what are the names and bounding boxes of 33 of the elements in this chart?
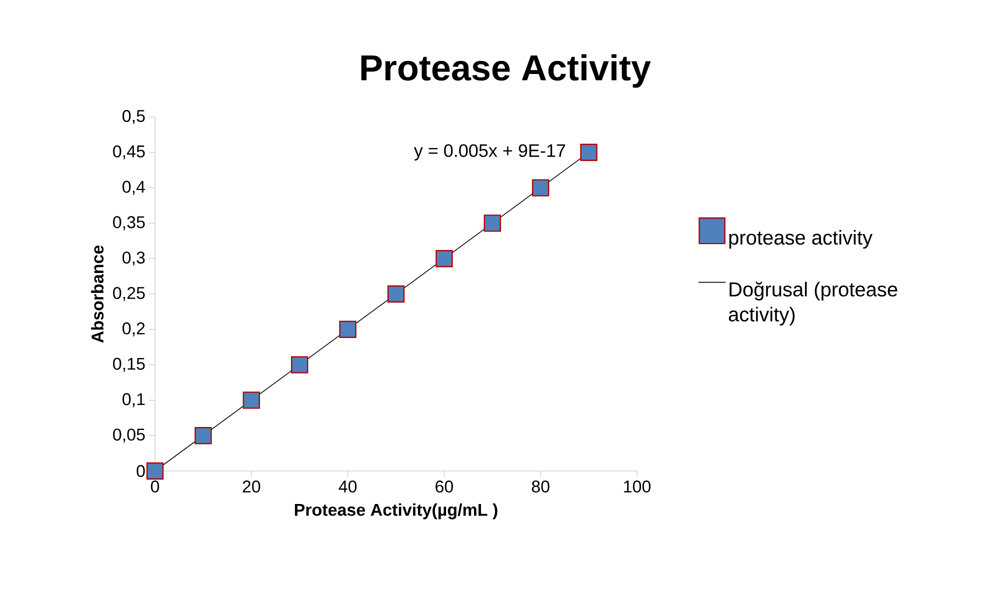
x-tick-label: 100 [624,480,651,493]
y-tick-label: 0,05 [113,428,145,443]
y-tick-label: 0,35 [113,216,145,230]
x-tick-label: 20 [242,480,260,493]
y-tick-label: 0,15 [113,358,145,372]
point [194,427,212,444]
y-axis-title: Absorbance [91,245,104,343]
chart-title: Protease Activity [361,54,651,88]
annotation: y = 0.005x + 9E-17 [414,144,566,161]
y-tick-label: 0,5 [122,110,145,124]
y-tick-label: 0,3 [122,252,145,266]
point [339,320,356,338]
x-tick-label: 0 [150,480,160,493]
point [532,179,550,196]
y-tick-label: 0,45 [113,145,145,160]
x-tick-label: 40 [338,480,357,493]
point [146,462,164,480]
legend-label: protease activity [729,230,872,249]
x-tick-label: 60 [436,480,453,493]
legend-label: Doğrusal (protease activity) [728,282,898,326]
point [242,392,260,409]
point [484,214,502,232]
x-axis-title: Protease Activity(µg/mL ) [294,503,498,520]
point [580,144,598,161]
y-tick-label: 0,1 [122,393,145,408]
point [387,285,405,303]
y-tick-label: 0,2 [122,322,145,336]
y-tick-label: 0,25 [113,286,145,302]
point [436,250,453,268]
x-tick-label: 80 [532,480,550,493]
y-tick-label: 0 [136,464,145,478]
y-tick-label: 0,4 [122,180,145,195]
point [291,356,308,374]
